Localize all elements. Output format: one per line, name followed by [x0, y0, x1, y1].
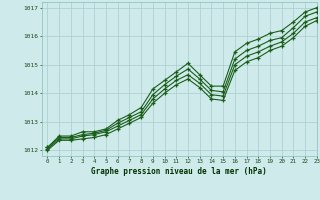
- X-axis label: Graphe pression niveau de la mer (hPa): Graphe pression niveau de la mer (hPa): [91, 167, 267, 176]
